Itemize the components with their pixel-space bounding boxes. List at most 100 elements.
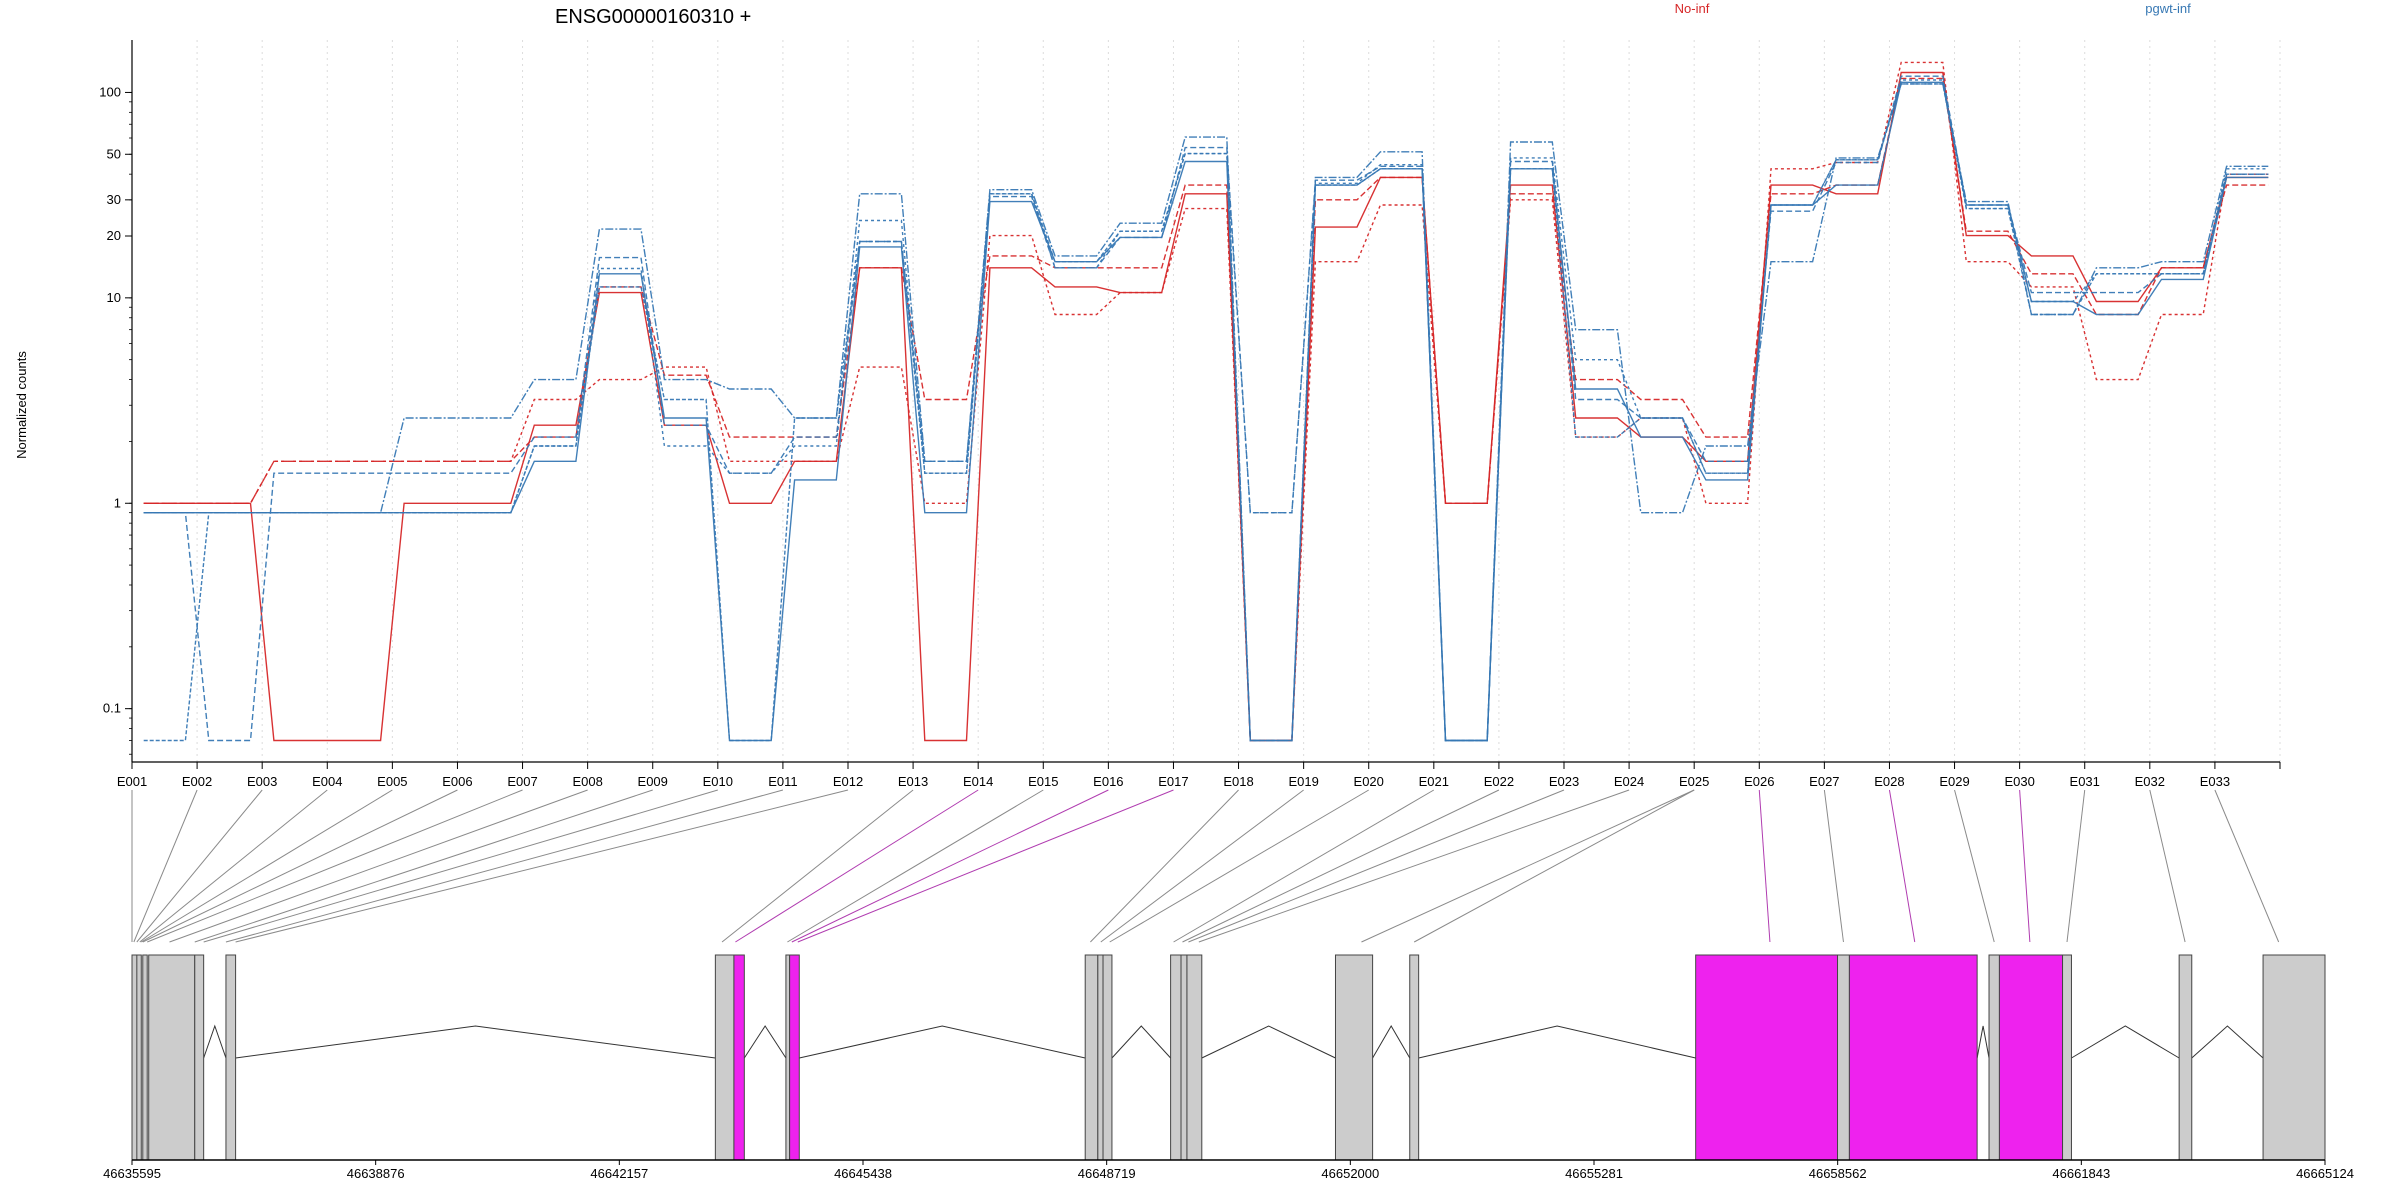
x-tick-label: E013 <box>898 774 928 789</box>
exon-box <box>142 954 148 1161</box>
genomic-tick-label: 46658562 <box>1809 1166 1867 1181</box>
intron-line <box>1418 1025 1696 1059</box>
y-tick-label: 1 <box>114 495 121 510</box>
x-tick-label: E007 <box>507 774 537 789</box>
bin-connector <box>203 789 718 943</box>
genomic-tick-label: 46638876 <box>347 1166 405 1181</box>
y-tick-label: 30 <box>107 192 121 207</box>
exon-box <box>1170 954 1182 1161</box>
exon-box-highlighted <box>1695 954 1839 1161</box>
x-tick-label: E015 <box>1028 774 1058 789</box>
bin-connector-highlighted <box>791 789 1109 943</box>
bin-connector <box>1173 789 1435 943</box>
intron-line <box>235 1025 716 1059</box>
bin-connector <box>136 789 263 943</box>
bin-connector-highlighted <box>1888 789 1916 943</box>
genomic-tick-label: 46655281 <box>1565 1166 1623 1181</box>
x-tick-label: E028 <box>1874 774 1904 789</box>
x-tick-label: E006 <box>442 774 472 789</box>
legend-entry-no-inf: No-inf <box>1675 1 1710 16</box>
exon-box <box>1988 954 2000 1161</box>
bin-connector-highlighted <box>797 789 1174 943</box>
series-line-pgwt-inf <box>143 81 2269 742</box>
intron-line <box>1976 1025 1990 1059</box>
exon-box <box>148 954 196 1161</box>
genomic-tick-label: 46665124 <box>2296 1166 2354 1181</box>
genomic-tick-label: 46661843 <box>2052 1166 2110 1181</box>
bin-connector <box>1413 789 1695 943</box>
x-tick-label: E012 <box>833 774 863 789</box>
plot-axes: 0.1 1 10 20 30 50 100 E001 E002 E003 E004 E005 E006 E… <box>99 40 2281 789</box>
x-tick-label: E008 <box>572 774 602 789</box>
bin-connector <box>133 789 198 943</box>
bin-connector <box>169 789 588 943</box>
series-line-pgwt-inf <box>143 83 2269 742</box>
intron-line <box>1201 1025 1336 1059</box>
intron-line <box>2071 1025 2180 1059</box>
exon-box <box>2062 954 2072 1161</box>
bin-connector <box>2214 789 2280 943</box>
y-tick-label: 10 <box>107 290 121 305</box>
intron-line <box>799 1025 1086 1059</box>
bin-connector <box>1361 789 1695 943</box>
exon-box <box>1084 954 1099 1161</box>
intron-line <box>1372 1025 1411 1059</box>
exon-box <box>1180 954 1188 1161</box>
x-tick-label: E004 <box>312 774 342 789</box>
series-line-no-inf <box>143 61 2269 742</box>
genomic-tick-label: 46645438 <box>834 1166 892 1181</box>
exon-box <box>785 954 791 1161</box>
x-tick-label: E020 <box>1354 774 1384 789</box>
bin-connector <box>142 789 458 943</box>
exon-box <box>714 954 735 1161</box>
bin-connector <box>147 789 523 943</box>
x-tick-label: E027 <box>1809 774 1839 789</box>
x-tick-label: E018 <box>1223 774 1253 789</box>
series-line-pgwt-inf <box>143 83 2269 742</box>
genomic-tick-label: 46642157 <box>590 1166 648 1181</box>
bin-connector <box>194 789 653 943</box>
bin-connector <box>235 789 849 943</box>
bin-connector-highlighted <box>2019 789 2031 943</box>
x-tick-label: E003 <box>247 774 277 789</box>
x-tick-label: E017 <box>1158 774 1188 789</box>
bin-connector <box>225 789 784 943</box>
series-lines <box>143 61 2269 742</box>
x-tick-label: E005 <box>377 774 407 789</box>
x-tick-label: E029 <box>1939 774 1969 789</box>
exon-box <box>1102 954 1113 1161</box>
genomic-tick-label: 46635595 <box>103 1166 161 1181</box>
x-tick-label: E031 <box>2070 774 2100 789</box>
gene-model: 46635595 46638876 46642157 46645438 46648719… <box>103 954 2354 1181</box>
y-tick-label: 0.1 <box>103 701 121 716</box>
x-tick-label: E002 <box>182 774 212 789</box>
exon-box-highlighted <box>733 954 745 1161</box>
bin-connector <box>1188 789 1565 943</box>
exon-box <box>2262 954 2326 1161</box>
x-tick-label: E024 <box>1614 774 1644 789</box>
exon-box <box>1334 954 1374 1161</box>
x-tick-label: E011 <box>768 774 797 789</box>
bin-connector <box>1823 789 1844 943</box>
intron-line <box>1111 1025 1171 1059</box>
x-tick-label: E030 <box>2004 774 2034 789</box>
exon-box-highlighted <box>1998 954 2064 1161</box>
bin-connector <box>787 789 1044 943</box>
intron-line <box>2191 1025 2264 1059</box>
exon-box <box>194 954 205 1161</box>
x-tick-label: E019 <box>1288 774 1318 789</box>
x-tick-label: E033 <box>2200 774 2230 789</box>
y-tick-label: 100 <box>99 84 121 99</box>
bin-connector <box>1109 789 1369 943</box>
legend-entry-pgwt-inf: pgwt-inf <box>2145 1 2191 16</box>
series-line-no-inf <box>143 77 2269 742</box>
bin-connector <box>1100 789 1304 943</box>
x-tick-label: E009 <box>638 774 668 789</box>
exon-box <box>225 954 237 1161</box>
x-tick-label: E014 <box>963 774 993 789</box>
exon-box <box>1097 954 1104 1161</box>
bin-connector <box>2149 789 2186 943</box>
x-tick-label: E001 <box>117 774 147 789</box>
x-tick-label: E032 <box>2135 774 2165 789</box>
x-tick-label: E026 <box>1744 774 1774 789</box>
